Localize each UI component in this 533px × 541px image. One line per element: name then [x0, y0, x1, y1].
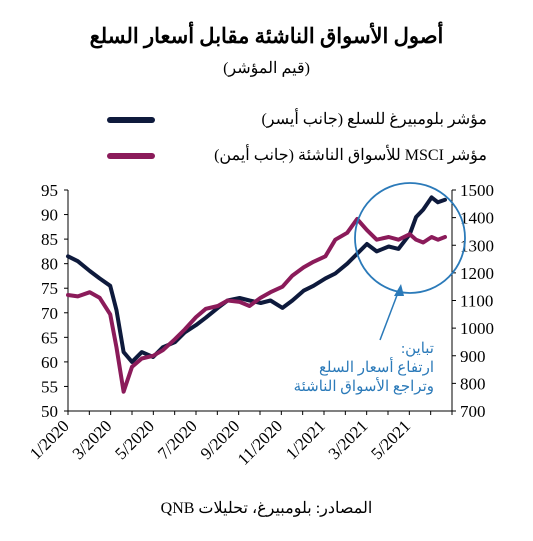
series-lines — [66, 195, 447, 394]
left-tick-label: 95 — [41, 181, 58, 200]
x-tick-label: 1/2021 — [282, 416, 329, 463]
x-tick-label: 1/2020 — [26, 416, 73, 463]
legend-swatch-commodities — [107, 117, 155, 123]
annotation-line-3: وتراجع الأسواق الناشئة — [293, 379, 434, 395]
right-tick-label: 1000 — [460, 319, 494, 338]
annotation-note: تباين: ارتفاع أسعار السلع وتراجع الأسواق… — [272, 340, 434, 397]
left-tick-label: 65 — [41, 328, 58, 347]
x-axis-ticks: 1/20203/20205/20207/20209/202011/20201/2… — [26, 411, 453, 469]
right-tick-label: 900 — [460, 347, 486, 366]
left-tick-label: 70 — [41, 304, 58, 323]
x-tick-label: 3/2021 — [325, 416, 372, 463]
x-tick-label: 7/2020 — [154, 416, 201, 463]
highlight-circle — [354, 182, 466, 294]
left-tick-label: 85 — [41, 230, 58, 249]
source-note: المصادر: بلومبيرغ، تحليلات QNB — [160, 500, 373, 517]
right-tick-label: 1500 — [460, 181, 494, 200]
legend-label-commodities: مؤشر بلومبيرغ للسلع (جانب أيسر) — [261, 111, 487, 128]
legend-swatch-msci — [107, 153, 155, 159]
right-tick-label: 1200 — [460, 264, 494, 283]
x-tick-label: 11/2020 — [234, 416, 286, 468]
annotation-line-1: تباين: — [400, 341, 434, 357]
chart-title: أصول الأسواق الناشئة مقابل أسعار السلع — [89, 24, 444, 48]
right-tick-label: 800 — [460, 374, 486, 393]
divergence-highlight — [354, 182, 466, 341]
x-tick-label: 5/2021 — [367, 416, 414, 463]
x-tick-label: 5/2020 — [111, 416, 158, 463]
right-tick-label: 700 — [460, 402, 486, 421]
right-axis-ticks: 700 800 900 1000 1100 1200 1300 1400 1500 — [452, 181, 494, 421]
legend-item-msci: مؤشر MSCI للأسواق الناشئة (جانب أيمن) — [0, 144, 533, 168]
right-tick-label: 1100 — [460, 292, 493, 311]
left-tick-label: 80 — [41, 255, 58, 274]
series-line-msci — [66, 217, 447, 394]
x-tick-label: 3/2020 — [69, 416, 116, 463]
left-tick-label: 60 — [41, 353, 58, 372]
annotation-line-2: ارتفاع أسعار السلع — [318, 360, 434, 376]
left-tick-label: 50 — [41, 402, 58, 421]
series-line-commodities — [66, 195, 447, 364]
left-tick-label: 55 — [41, 377, 58, 396]
legend-item-commodities: مؤشر بلومبيرغ للسلع (جانب أيسر) — [0, 108, 533, 132]
annotation-arrow-head — [394, 284, 404, 296]
left-tick-label: 90 — [41, 206, 58, 225]
right-tick-label: 1400 — [460, 209, 494, 228]
right-tick-label: 1300 — [460, 236, 494, 255]
annotation-arrow-shaft — [379, 289, 400, 341]
left-axis-ticks: 50 55 60 65 70 75 80 85 90 95 — [41, 181, 68, 421]
left-tick-label: 75 — [41, 279, 58, 298]
legend-label-msci: مؤشر MSCI للأسواق الناشئة (جانب أيمن) — [214, 147, 487, 164]
chart-subtitle: (قيم المؤشر) — [223, 60, 310, 77]
